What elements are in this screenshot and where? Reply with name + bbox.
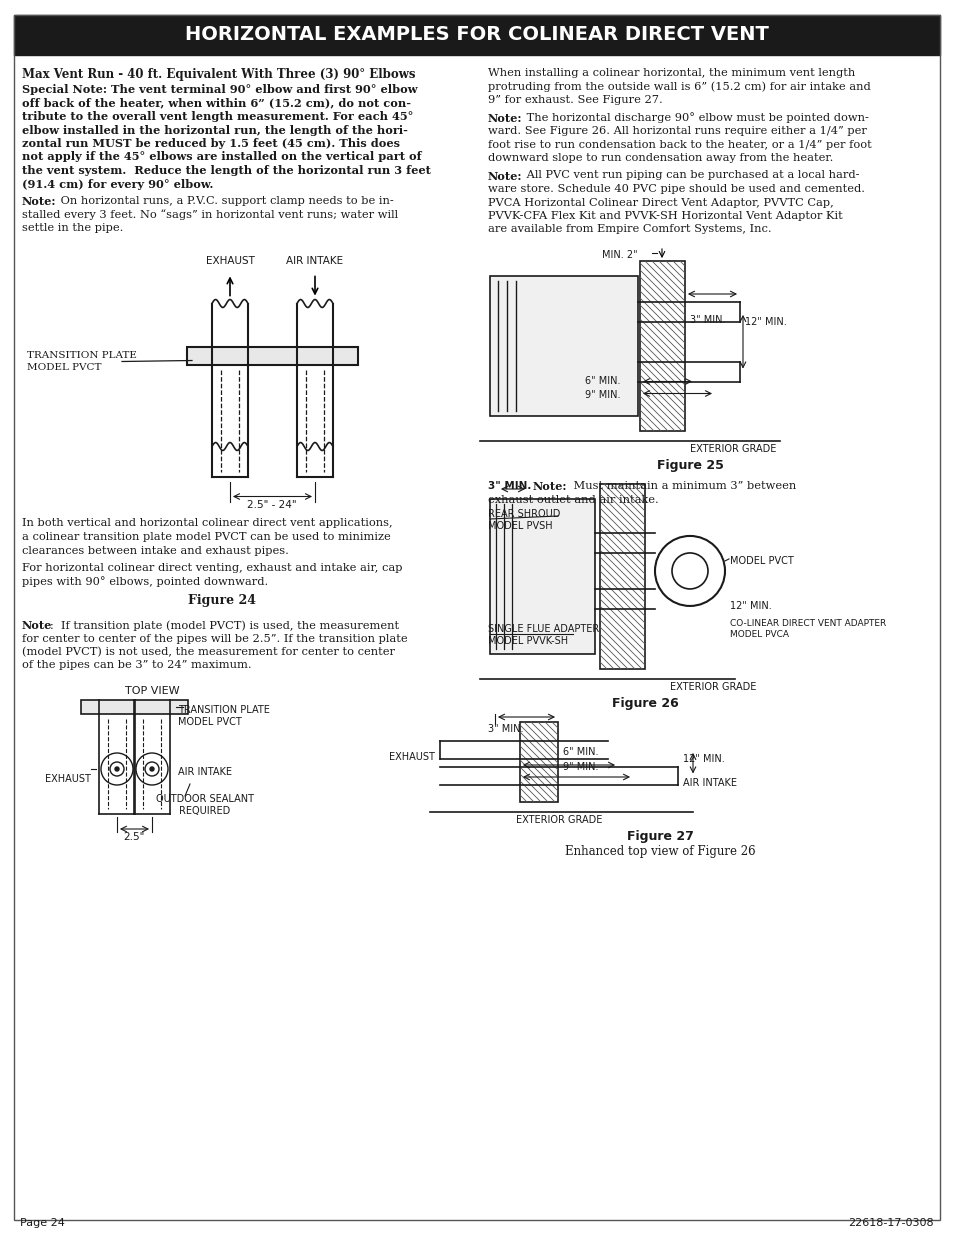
Text: The horizontal discharge 90° elbow must be pointed down-: The horizontal discharge 90° elbow must …	[522, 112, 868, 124]
Text: EXHAUST: EXHAUST	[205, 257, 254, 267]
Text: ware store. Schedule 40 PVC pipe should be used and cemented.: ware store. Schedule 40 PVC pipe should …	[488, 184, 864, 194]
Text: stalled every 3 feet. No “sags” in horizontal vent runs; water will: stalled every 3 feet. No “sags” in horiz…	[22, 210, 397, 220]
Text: PVVK-CFA Flex Kit and PVVK-SH Horizontal Vent Adaptor Kit: PVVK-CFA Flex Kit and PVVK-SH Horizontal…	[488, 211, 841, 221]
Bar	[519, 722, 558, 802]
Text: zontal run MUST be reduced by 1.5 feet (45 cm). This does: zontal run MUST be reduced by 1.5 feet (…	[22, 138, 399, 149]
Circle shape	[150, 767, 153, 771]
Text: exhaust outlet and air intake.: exhaust outlet and air intake.	[488, 495, 659, 505]
Text: foot rise to run condensation back to the heater, or a 1/4” per foot: foot rise to run condensation back to th…	[488, 140, 871, 149]
Text: 12" MIN.: 12" MIN.	[682, 755, 724, 764]
Text: Note:: Note:	[488, 112, 522, 124]
Text: Figure 24: Figure 24	[188, 594, 255, 606]
Text: In both vertical and horizontal colinear direct vent applications,: In both vertical and horizontal colinear…	[22, 519, 393, 529]
Text: off back of the heater, when within 6” (15.2 cm), do not con-: off back of the heater, when within 6” (…	[22, 98, 411, 109]
Text: Note:: Note:	[533, 480, 567, 492]
Text: Special Note: The vent terminal 90° elbow and first 90° elbow: Special Note: The vent terminal 90° elbo…	[22, 84, 417, 95]
Text: MODEL PVCT: MODEL PVCT	[729, 556, 793, 566]
Text: :  If transition plate (model PVCT) is used, the measurement: : If transition plate (model PVCT) is us…	[50, 620, 398, 631]
Bar	[599, 484, 644, 669]
Text: All PVC vent run piping can be purchased at a local hard-: All PVC vent run piping can be purchased…	[522, 170, 859, 180]
Text: ward. See Figure 26. All horizontal runs require either a 1/4” per: ward. See Figure 26. All horizontal runs…	[488, 126, 866, 136]
Bar	[490, 499, 595, 655]
Text: pipes with 90° elbows, pointed downward.: pipes with 90° elbows, pointed downward.	[22, 577, 268, 588]
Text: Note:: Note:	[22, 196, 56, 207]
Text: (model PVCT) is not used, the measurement for center to center: (model PVCT) is not used, the measuremen…	[22, 647, 395, 657]
Text: TRANSITION PLATE
MODEL PVCT: TRANSITION PLATE MODEL PVCT	[27, 352, 136, 372]
Text: AIR INTAKE: AIR INTAKE	[286, 257, 343, 267]
Text: Note: Note	[22, 620, 52, 631]
Text: EXHAUST: EXHAUST	[45, 774, 91, 784]
Text: 12" MIN.: 12" MIN.	[744, 317, 786, 327]
Text: Enhanced top view of Figure 26: Enhanced top view of Figure 26	[564, 845, 755, 858]
Text: 9" MIN.: 9" MIN.	[584, 389, 619, 399]
Text: TRANSITION PLATE
MODEL PVCT: TRANSITION PLATE MODEL PVCT	[178, 705, 270, 727]
Text: 9" MIN.: 9" MIN.	[562, 762, 598, 772]
Text: EXTERIOR GRADE: EXTERIOR GRADE	[669, 682, 756, 692]
Text: TOP VIEW: TOP VIEW	[125, 685, 179, 697]
Bar	[187, 347, 357, 364]
Text: HORIZONTAL EXAMPLES FOR COLINEAR DIRECT VENT: HORIZONTAL EXAMPLES FOR COLINEAR DIRECT …	[185, 25, 768, 44]
Text: for center to center of the pipes will be 2.5”. If the transition plate: for center to center of the pipes will b…	[22, 634, 407, 643]
Text: not apply if the 45° elbows are installed on the vertical part of: not apply if the 45° elbows are installe…	[22, 152, 421, 163]
Text: EXTERIOR GRADE: EXTERIOR GRADE	[689, 445, 776, 454]
Text: Figure 26: Figure 26	[611, 697, 678, 710]
Text: the vent system.  Reduce the length of the horizontal run 3 feet: the vent system. Reduce the length of th…	[22, 165, 431, 177]
Text: AIR INTAKE: AIR INTAKE	[178, 767, 232, 777]
Text: are available from Empire Comfort Systems, Inc.: are available from Empire Comfort System…	[488, 225, 771, 235]
Text: 2.5" - 24": 2.5" - 24"	[247, 499, 296, 510]
Text: (91.4 cm) for every 90° elbow.: (91.4 cm) for every 90° elbow.	[22, 179, 213, 189]
Text: MIN. 2": MIN. 2"	[601, 249, 637, 261]
Bar	[639, 261, 684, 431]
Text: On horizontal runs, a P.V.C. support clamp needs to be in-: On horizontal runs, a P.V.C. support cla…	[57, 196, 394, 206]
Bar	[490, 275, 638, 416]
Text: Figure 25: Figure 25	[656, 459, 722, 472]
Text: 3" MIN.: 3" MIN.	[488, 724, 523, 734]
Text: 6" MIN.: 6" MIN.	[562, 747, 598, 757]
Text: clearances between intake and exhaust pipes.: clearances between intake and exhaust pi…	[22, 546, 289, 556]
Text: Page 24: Page 24	[20, 1218, 65, 1228]
Text: settle in the pipe.: settle in the pipe.	[22, 224, 123, 233]
Bar	[14, 15, 939, 56]
Text: Max Vent Run - 40 ft. Equivalent With Three (3) 90° Elbows: Max Vent Run - 40 ft. Equivalent With Th…	[22, 68, 416, 82]
Text: 3" MIN.: 3" MIN.	[488, 480, 531, 492]
Text: a colinear transition plate model PVCT can be used to minimize: a colinear transition plate model PVCT c…	[22, 532, 391, 542]
Circle shape	[115, 767, 119, 771]
Text: downward slope to run condensation away from the heater.: downward slope to run condensation away …	[488, 153, 833, 163]
Text: tribute to the overall vent length measurement. For each 45°: tribute to the overall vent length measu…	[22, 111, 413, 122]
Text: PVCA Horizontal Colinear Direct Vent Adaptor, PVVTC Cap,: PVCA Horizontal Colinear Direct Vent Ada…	[488, 198, 833, 207]
Text: 9” for exhaust. See Figure 27.: 9” for exhaust. See Figure 27.	[488, 95, 662, 105]
Text: EXHAUST: EXHAUST	[389, 752, 435, 762]
Text: protruding from the outside wall is 6” (15.2 cm) for air intake and: protruding from the outside wall is 6” (…	[488, 82, 870, 93]
Text: Note:: Note:	[488, 170, 522, 182]
Text: SINGLE FLUE ADAPTER
MODEL PVVK-SH: SINGLE FLUE ADAPTER MODEL PVVK-SH	[488, 624, 598, 646]
Text: Figure 27: Figure 27	[626, 830, 693, 844]
Text: 6" MIN.: 6" MIN.	[584, 377, 619, 387]
Text: OUTDOOR SEALANT
REQUIRED: OUTDOOR SEALANT REQUIRED	[156, 794, 253, 816]
Text: 12" MIN.: 12" MIN.	[729, 601, 771, 611]
Text: CO-LINEAR DIRECT VENT ADAPTER
MODEL PVCA: CO-LINEAR DIRECT VENT ADAPTER MODEL PVCA	[729, 619, 885, 638]
Text: AIR INTAKE: AIR INTAKE	[682, 778, 737, 788]
Text: 2.5": 2.5"	[123, 832, 145, 842]
Text: elbow installed in the horizontal run, the length of the hori-: elbow installed in the horizontal run, t…	[22, 125, 408, 136]
Text: REAR SHROUD
MODEL PVSH: REAR SHROUD MODEL PVSH	[488, 509, 559, 531]
Text: 22618-17-0308: 22618-17-0308	[847, 1218, 933, 1228]
Bar	[81, 700, 188, 714]
Text: For horizontal colinear direct venting, exhaust and intake air, cap: For horizontal colinear direct venting, …	[22, 563, 402, 573]
Text: Must maintain a minimum 3” between: Must maintain a minimum 3” between	[569, 480, 796, 492]
Text: 3" MIN.: 3" MIN.	[689, 315, 724, 325]
Text: of the pipes can be 3” to 24” maximum.: of the pipes can be 3” to 24” maximum.	[22, 661, 252, 671]
Text: When installing a colinear horizontal, the minimum vent length: When installing a colinear horizontal, t…	[488, 68, 854, 78]
Text: EXTERIOR GRADE: EXTERIOR GRADE	[516, 815, 601, 825]
